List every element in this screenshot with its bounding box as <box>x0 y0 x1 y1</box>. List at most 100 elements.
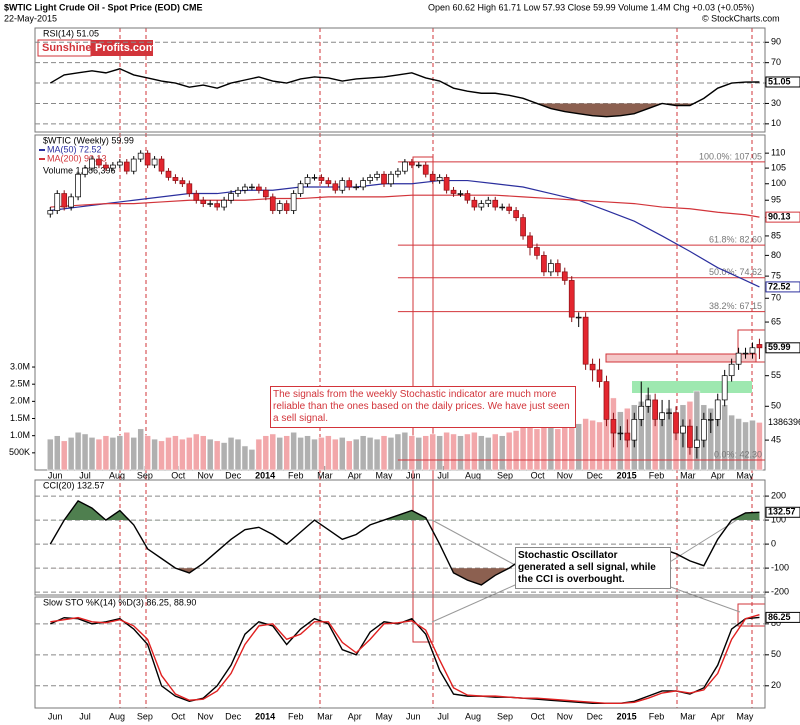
candle-body <box>186 183 193 194</box>
candle-body <box>339 180 346 191</box>
moving-average <box>50 194 760 218</box>
x-tick-label: Aug <box>109 470 125 480</box>
candle-body <box>172 177 179 181</box>
x-tick-label: Aug <box>465 711 481 721</box>
candle-body <box>262 189 269 198</box>
volume-bar <box>276 437 283 471</box>
quote: Open 60.62 High 61.71 Low 57.93 Close 59… <box>428 2 754 12</box>
candle-body <box>561 271 568 281</box>
volume-bar <box>262 435 270 471</box>
y-tick-label: 30 <box>771 98 781 108</box>
panel-frame <box>34 596 766 709</box>
logo: Profits.com <box>95 42 156 54</box>
last-value-box <box>765 506 800 518</box>
volume-legend: Volume 1,386,396 <box>43 165 116 175</box>
zone-fill <box>50 103 760 117</box>
volume-bar <box>478 435 485 471</box>
candle-body <box>96 158 102 166</box>
volume-bar <box>415 437 423 471</box>
volume-bar <box>206 438 214 471</box>
volume-bar <box>88 437 96 471</box>
volume-tick-label: 1.0M <box>10 430 30 440</box>
x-tick-label: May <box>376 711 394 721</box>
candle-body <box>346 180 353 188</box>
legend: Slow STO %K(14) %D(3) 86.25, 88.90 <box>43 597 196 607</box>
candle-body <box>749 347 756 354</box>
x-tick-label: 2015 <box>617 711 637 721</box>
volume-bar <box>387 437 395 471</box>
volume-bar <box>742 421 749 471</box>
volume-bar <box>485 437 492 471</box>
volume-bar <box>102 435 110 471</box>
x-tick-label: Jul <box>437 470 449 480</box>
candle-body <box>589 363 596 371</box>
logo: Sunshine <box>42 42 92 54</box>
volume-bar <box>359 435 367 471</box>
y-tick-label: -100 <box>771 562 789 572</box>
candle-body <box>408 161 415 166</box>
candle-body <box>249 186 255 189</box>
candle-body <box>318 177 325 181</box>
candle-body <box>374 173 380 178</box>
x-tick-label: Dec <box>225 470 242 480</box>
y-tick-label: 50 <box>771 401 781 411</box>
candle-body <box>645 399 652 407</box>
y-tick-label: 70 <box>771 293 781 303</box>
candle-body <box>429 173 436 181</box>
volume-bar <box>109 437 117 471</box>
fib-label: 50.0%: 74.62 <box>709 267 762 277</box>
volume-tick-label: 1.5M <box>10 413 30 423</box>
x-tick-label: Oct <box>531 470 546 480</box>
candle-body <box>603 381 610 420</box>
candle-body <box>735 352 742 365</box>
volume-bar <box>144 435 151 471</box>
y-tick-label: 65 <box>771 316 781 326</box>
last-value: 59.99 <box>768 342 791 352</box>
y-tick-label: 100 <box>771 178 786 188</box>
volume-bar <box>429 433 436 471</box>
candle-body <box>61 193 68 208</box>
date: 22-May-2015 <box>4 13 57 23</box>
x-tick-label: Feb <box>649 711 665 721</box>
volume-bar <box>47 438 54 471</box>
y-tick-label: 50 <box>771 649 781 659</box>
candle-body <box>367 177 373 181</box>
candle-body <box>443 177 450 191</box>
y-tick-label: 0 <box>771 538 776 548</box>
candle-body <box>54 193 61 211</box>
candle-body <box>617 432 624 435</box>
callout-note: Stochastic Oscillator generated a sell s… <box>515 547 671 589</box>
last-value: 132.57 <box>768 507 796 517</box>
y-tick-label: 100 <box>771 514 786 524</box>
candle-body <box>638 405 645 420</box>
candle-body <box>694 439 700 448</box>
volume-bar <box>707 407 715 471</box>
candle-body <box>492 199 499 208</box>
x-tick-label: Jun <box>48 711 63 721</box>
candle-body <box>82 167 88 175</box>
volume-bar <box>290 431 297 471</box>
candle-body <box>158 158 165 172</box>
candle-body <box>680 425 686 434</box>
panel-frame <box>34 479 766 596</box>
signal-note: The signals from the weekly Stochastic i… <box>270 386 576 428</box>
x-tick-label: Jun <box>48 470 63 480</box>
last-value: 90.13 <box>768 211 791 221</box>
layout <box>119 28 766 708</box>
volume-bar <box>234 438 242 471</box>
candle-body <box>659 412 665 420</box>
volume-bar <box>735 418 742 471</box>
volume-bar <box>81 433 89 471</box>
candle-body <box>110 164 116 169</box>
candle-body <box>527 235 533 248</box>
candle-body <box>610 419 617 434</box>
x-tick-label: 2014 <box>255 711 275 721</box>
candle-body <box>687 425 693 448</box>
volume-bar <box>179 438 186 471</box>
candle-body <box>137 152 144 160</box>
zone-fill <box>64 500 760 521</box>
volume-bar <box>505 431 513 471</box>
x-tick-label: Sep <box>497 470 513 480</box>
volume-bar <box>526 426 534 471</box>
candle-body <box>144 152 151 166</box>
